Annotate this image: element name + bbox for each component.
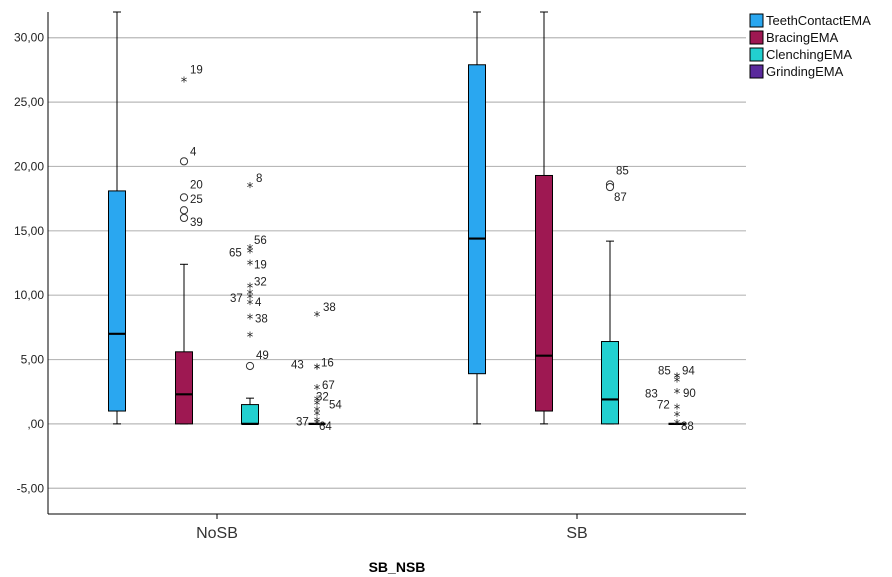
y-tick-label: 25,00	[14, 95, 44, 109]
grindingema-nosb-outlier-star: *	[314, 363, 321, 378]
clenchingema-nosb-outlier-star: *	[247, 298, 254, 313]
grindingema-sb-outlier-label: 90	[683, 388, 696, 400]
legend-swatch-teethcontactema	[749, 13, 764, 28]
grindingema-nosb-outlier-star: *	[314, 363, 321, 378]
clenchingema-nosb-box	[241, 404, 259, 425]
legend-swatch-grindingema	[749, 64, 764, 79]
legend-label-teethcontactema: TeethContactEMA	[766, 13, 871, 28]
x-tick-label-sb: SB	[566, 525, 587, 542]
clenchingema-nosb-outlier-label: 19	[254, 259, 267, 271]
clenchingema-nosb-outlier-star: *	[247, 330, 254, 345]
grindingema-sb-outlier-star: *	[674, 418, 681, 433]
clenchingema-sb-outlier-circle	[605, 182, 615, 192]
y-tick-label: 15,00	[14, 224, 44, 238]
legend-swatch-clenchingema	[749, 47, 764, 62]
legend-swatch-bracingema	[749, 30, 764, 45]
clenchingema-nosb-outlier-star: *	[247, 281, 254, 296]
clenchingema-nosb-outlier-circle	[245, 361, 255, 371]
grindingema-sb-outlier-star: *	[674, 372, 681, 387]
grindingema-sb-outlier-star: *	[674, 372, 681, 387]
legend-label-grindingema: GrindingEMA	[766, 64, 844, 79]
grindingema-sb-outlier-star: *	[674, 410, 681, 425]
bracingema-nosb-outlier-star: *	[181, 76, 188, 91]
clenchingema-nosb-outlier-label: 32	[254, 276, 267, 288]
grindingema-sb-outlier-star: *	[674, 375, 681, 390]
grindingema-nosb-outlier-star: *	[314, 409, 321, 424]
grindingema-nosb-outlier-star: *	[314, 310, 321, 325]
clenchingema-nosb-outlier-label: 49	[256, 350, 269, 362]
grindingema-nosb-outlier-star: *	[314, 418, 321, 433]
clenchingema-nosb-outlier-star: *	[247, 288, 254, 303]
clenchingema-nosb-outlier-star: *	[247, 292, 254, 307]
bracingema-nosb-outlier-label: 25	[190, 194, 203, 206]
grindingema-nosb-outlier-label: 43	[291, 360, 304, 372]
clenchingema-nosb-outlier-label: 8	[256, 173, 262, 185]
clenchingema-nosb-outlier-label: 37	[230, 293, 243, 305]
clenchingema-nosb-outlier-label: 38	[255, 313, 268, 325]
teethcontactema-nosb-box	[108, 190, 126, 412]
legend-label-bracingema: BracingEMA	[766, 30, 839, 45]
grid-lines	[48, 37, 746, 489]
x-tick-label-nosb: NoSB	[196, 525, 238, 542]
bracingema-sb-box	[535, 174, 553, 412]
bracingema-nosb-outlier-circle	[179, 206, 189, 215]
bracingema-nosb-outlier-label: 20	[190, 179, 203, 191]
grindingema-nosb-outlier-star: *	[314, 405, 321, 420]
clenchingema-nosb-outlier-star: *	[247, 312, 254, 327]
grindingema-nosb-outlier-label: 54	[329, 400, 342, 412]
clenchingema-nosb-outlier-star: *	[247, 181, 254, 196]
clenchingema-sb-outlier-label: 85	[616, 165, 629, 177]
grindingema-sb-outlier-star: *	[674, 402, 681, 417]
bracingema-nosb-outlier-circle	[179, 193, 189, 202]
clenchingema-nosb-outlier-label: 56	[254, 235, 267, 247]
grindingema-nosb-outlier-star: *	[314, 383, 321, 398]
bracingema-nosb-outlier-circle	[179, 213, 189, 223]
clenchingema-sb-box	[601, 341, 619, 425]
grindingema-nosb-outlier-label: 32	[316, 392, 329, 404]
bracingema-nosb-outlier-circle	[179, 157, 189, 166]
clenchingema-nosb-outlier-star: *	[247, 247, 254, 262]
clenchingema-sb-outlier-label: 87	[614, 192, 627, 204]
legend-label-clenchingema: ClenchingEMA	[766, 47, 852, 62]
bracingema-nosb-outlier-label: 39	[190, 217, 203, 229]
grindingema-nosb-outlier-label: 38	[323, 302, 336, 314]
boxes	[108, 11, 686, 425]
grindingema-nosb-outlier-star: *	[314, 399, 321, 414]
legend: TeethContactEMA BracingEMA ClenchingEMA Gri…	[749, 13, 871, 79]
grindingema-nosb-outlier-star: *	[314, 415, 321, 430]
clenchingema-nosb-outlier-label: 65	[229, 248, 242, 260]
grindingema-sb-outlier-label: 88	[681, 421, 694, 433]
y-tick-label: 20,00	[14, 159, 44, 173]
clenchingema-nosb-outlier-star: *	[247, 258, 254, 273]
grindingema-nosb-outlier-label: 67	[322, 380, 335, 392]
y-tick-label: 10,00	[14, 288, 44, 302]
bracingema-nosb-outlier-label: 4	[190, 146, 197, 158]
clenchingema-nosb-outlier-label: 4	[255, 297, 262, 309]
bracingema-nosb-outlier-label: 19	[190, 65, 203, 77]
grindingema-sb-outlier-label: 85	[658, 366, 671, 378]
grindingema-sb-outlier-label: 94	[682, 366, 695, 378]
grindingema-sb-outlier-label: 72	[657, 399, 670, 411]
grindingema-nosb-outlier-label: 37	[296, 416, 309, 428]
y-tick-label: -5,00	[17, 481, 45, 495]
axes: -5,00 ,00 5,00 10,00 15,00 20,00 25,00 30,00 NoS…	[14, 12, 746, 542]
grindingema-sb-outlier-label: 83	[645, 388, 658, 400]
y-tick-label: ,00	[27, 417, 44, 431]
grindingema-nosb-outlier-label: 16	[321, 358, 334, 370]
bracingema-nosb-box	[175, 351, 193, 425]
grindingema-nosb-outlier-star: *	[314, 395, 321, 410]
teethcontactema-sb-box	[468, 64, 486, 375]
grindingema-nosb-outlier-label: 64	[319, 421, 332, 433]
clenchingema-nosb-outlier-star: *	[247, 243, 254, 258]
grindingema-sb-outlier-star: *	[674, 387, 681, 402]
y-tick-label: 5,00	[21, 353, 45, 367]
y-tick-label: 30,00	[14, 31, 44, 45]
x-axis-title: SB_NSB	[369, 559, 426, 575]
